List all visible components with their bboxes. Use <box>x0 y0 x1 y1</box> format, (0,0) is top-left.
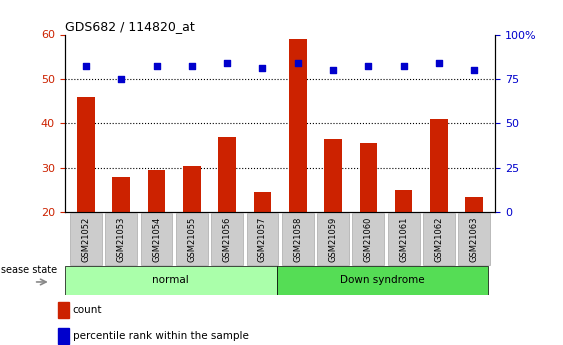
Point <box>82 64 91 69</box>
Text: GDS682 / 114820_at: GDS682 / 114820_at <box>65 20 194 33</box>
Point <box>187 64 196 69</box>
Bar <box>253 192 271 212</box>
Text: Down syndrome: Down syndrome <box>340 275 425 285</box>
FancyBboxPatch shape <box>317 213 349 265</box>
Point <box>222 60 231 66</box>
Text: GSM21052: GSM21052 <box>82 216 91 262</box>
Bar <box>183 166 200 212</box>
Bar <box>395 190 413 212</box>
Point <box>117 76 126 82</box>
Text: GSM21058: GSM21058 <box>293 216 302 262</box>
Point <box>470 67 479 73</box>
Point <box>435 60 444 66</box>
Text: GSM21063: GSM21063 <box>470 216 479 262</box>
Point <box>293 60 302 66</box>
FancyBboxPatch shape <box>388 213 419 265</box>
Text: GSM21062: GSM21062 <box>435 216 444 262</box>
Bar <box>430 119 448 212</box>
Text: GSM21056: GSM21056 <box>222 216 231 262</box>
Point <box>152 64 161 69</box>
Bar <box>360 143 377 212</box>
Text: count: count <box>73 305 102 315</box>
FancyBboxPatch shape <box>141 213 172 265</box>
Text: disease state: disease state <box>0 265 57 275</box>
FancyBboxPatch shape <box>105 213 137 265</box>
Text: GSM21060: GSM21060 <box>364 216 373 262</box>
Bar <box>324 139 342 212</box>
Bar <box>113 177 130 212</box>
FancyBboxPatch shape <box>282 213 314 265</box>
FancyBboxPatch shape <box>458 213 490 265</box>
Bar <box>77 97 95 212</box>
Text: GSM21061: GSM21061 <box>399 216 408 262</box>
Bar <box>218 137 236 212</box>
Text: normal: normal <box>152 275 189 285</box>
Bar <box>466 197 483 212</box>
Point <box>399 64 408 69</box>
FancyBboxPatch shape <box>176 213 208 265</box>
Text: GSM21055: GSM21055 <box>187 216 196 262</box>
Bar <box>58 302 69 318</box>
Point <box>364 64 373 69</box>
Text: GSM21057: GSM21057 <box>258 216 267 262</box>
Text: percentile rank within the sample: percentile rank within the sample <box>73 331 249 341</box>
FancyBboxPatch shape <box>352 213 384 265</box>
Text: GSM21053: GSM21053 <box>117 216 126 262</box>
Text: GSM21059: GSM21059 <box>329 216 338 262</box>
FancyBboxPatch shape <box>65 266 276 295</box>
FancyBboxPatch shape <box>70 213 102 265</box>
FancyBboxPatch shape <box>276 266 488 295</box>
FancyBboxPatch shape <box>423 213 455 265</box>
FancyBboxPatch shape <box>247 213 278 265</box>
Bar <box>148 170 166 212</box>
Text: GSM21054: GSM21054 <box>152 216 161 262</box>
Bar <box>289 39 307 212</box>
Point <box>258 66 267 71</box>
Bar <box>58 328 69 344</box>
FancyBboxPatch shape <box>211 213 243 265</box>
Point <box>329 67 338 73</box>
